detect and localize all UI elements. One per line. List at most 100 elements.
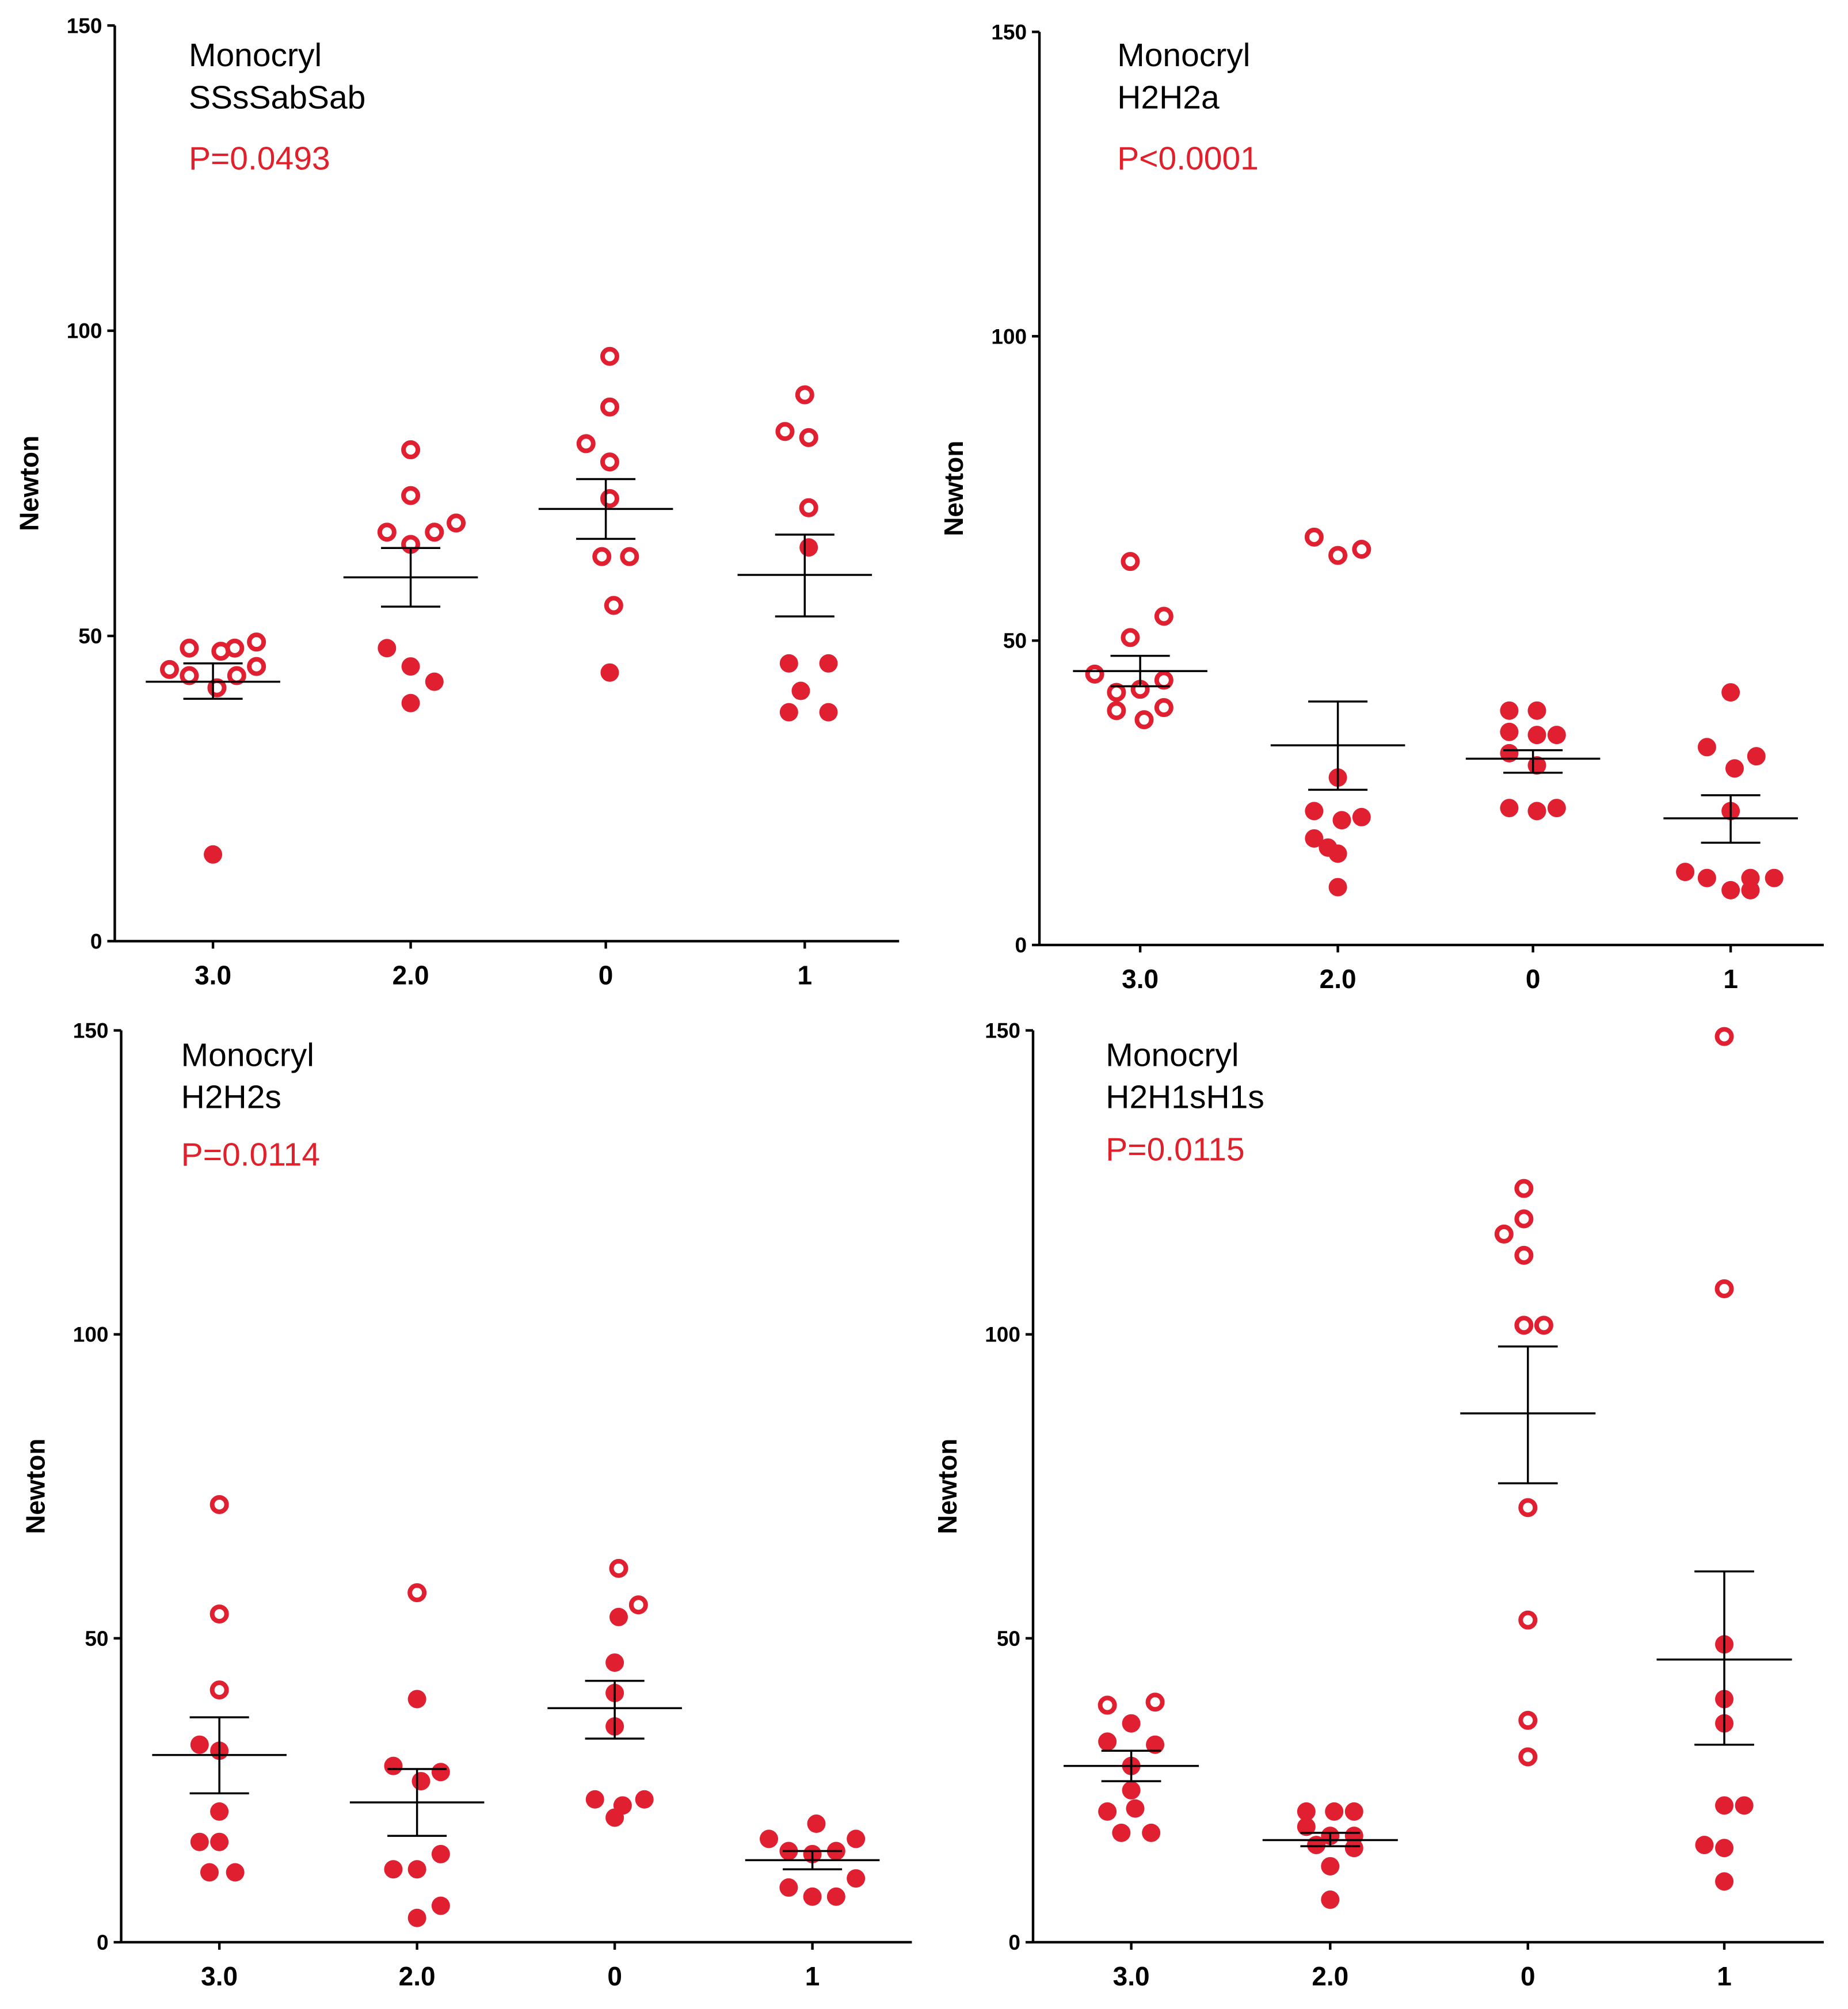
data-point-open [600, 397, 619, 417]
data-point-open [1514, 1179, 1534, 1198]
data-point-filled [431, 1763, 450, 1782]
data-point-open [576, 434, 596, 453]
group-0 [547, 1558, 682, 1827]
annotation-line: H2H2s [181, 1079, 281, 1116]
data-point-filled [1527, 802, 1546, 821]
data-point-open [207, 678, 227, 697]
data-point-open [1518, 1710, 1538, 1730]
data-point-filled [1527, 726, 1546, 745]
x-tick-label: 3.0 [201, 1961, 238, 1991]
data-point-filled [803, 1887, 822, 1906]
group-3.0 [1073, 552, 1207, 730]
x-tick-label: 1 [1723, 964, 1738, 994]
group-1 [1656, 1027, 1792, 1891]
x-tick-label: 1 [805, 1961, 820, 1991]
data-point-filled [1328, 878, 1347, 897]
chart-panel-1: 0 50 100 150 3.0 2.0 0 1 Newton Monocryl SSsSabSab… [14, 14, 900, 990]
y-tick-label: 0 [1015, 933, 1027, 957]
data-point-filled [411, 1772, 430, 1791]
data-point-open [775, 422, 795, 441]
y-tick-label: 100 [991, 325, 1027, 348]
data-point-filled [1715, 1839, 1734, 1858]
data-point-filled [635, 1790, 654, 1809]
data-point-open [799, 498, 818, 517]
data-point-open [1121, 552, 1140, 571]
data-point-open [1085, 664, 1104, 684]
data-point-filled [1697, 738, 1716, 757]
data-point-filled [791, 681, 810, 700]
y-tick-label: 50 [1003, 629, 1027, 653]
chart-panel-2: 0 50 100 150 3.0 2.0 0 1 Newton Monocryl H2H2a P<0.… [939, 20, 1824, 994]
x-tick-label: 0 [607, 1961, 622, 1991]
data-point-filled [807, 1814, 826, 1833]
data-point-open [1714, 1027, 1734, 1046]
data-point-filled [605, 1808, 624, 1827]
data-point-open [180, 666, 199, 685]
data-point-filled [1765, 868, 1784, 887]
y-tick-label: 50 [78, 624, 102, 648]
data-point-open [1328, 546, 1348, 565]
data-point-filled [1735, 1796, 1754, 1815]
group-3.0 [152, 1495, 287, 1882]
group-2.0 [343, 440, 478, 712]
data-point-open [1154, 670, 1173, 690]
data-point-filled [1547, 726, 1566, 745]
data-point-filled [190, 1832, 209, 1851]
data-point-filled [190, 1735, 209, 1754]
group-3.0 [1064, 1692, 1199, 1842]
x-tick-label: 0 [1521, 1961, 1535, 1991]
data-point-filled [407, 1908, 426, 1927]
p-value: P<0.0001 [1117, 140, 1259, 177]
data-point-filled [407, 1690, 426, 1709]
data-point-filled [760, 1829, 779, 1848]
data-point-open [1304, 527, 1324, 547]
data-point-filled [600, 663, 619, 682]
data-point-open [1107, 683, 1126, 702]
y-tick-label: 150 [985, 1019, 1020, 1043]
data-point-filled [210, 1802, 229, 1821]
data-point-open [401, 486, 421, 505]
annotation-line: Monocryl [189, 37, 322, 74]
data-point-open [1514, 1209, 1534, 1229]
data-point-open [600, 489, 619, 508]
data-point-open [1534, 1316, 1553, 1335]
data-point-open [377, 523, 397, 542]
chart-panel-3: 0 50 100 150 3.0 2.0 0 1 Newton Monocryl H2H2s P=0.… [21, 1019, 912, 1991]
data-point-filled [425, 672, 444, 691]
data-point-open [609, 1558, 628, 1578]
data-point-filled [1344, 1839, 1363, 1858]
data-point-open [1134, 710, 1154, 730]
data-point-open [1514, 1245, 1534, 1265]
data-point-filled [1328, 844, 1347, 863]
data-point-open [799, 428, 818, 447]
group-0 [1460, 1179, 1596, 1767]
data-point-filled [1142, 1823, 1161, 1842]
group-2.0 [349, 1583, 485, 1927]
data-point-filled [1344, 1802, 1363, 1821]
y-axis-title: Newton [21, 1439, 51, 1534]
data-point-filled [779, 654, 798, 673]
data-point-open [447, 513, 466, 533]
data-point-filled [605, 1653, 624, 1672]
data-point-filled [210, 1832, 229, 1851]
data-point-open [407, 1583, 427, 1603]
data-point-open [1714, 1279, 1734, 1298]
data-point-filled [1721, 880, 1740, 899]
data-point-filled [1297, 1802, 1316, 1821]
annotation-line: H2H1sH1s [1106, 1079, 1264, 1116]
data-point-open [1518, 1498, 1538, 1518]
data-point-filled [1721, 683, 1740, 702]
y-axis-title: Newton [932, 1439, 962, 1534]
x-tick-label: 2.0 [1320, 964, 1357, 994]
data-point-open [401, 440, 421, 460]
data-point-filled [1676, 863, 1695, 882]
data-point-filled [847, 1829, 866, 1848]
data-point-open [1098, 1695, 1117, 1715]
data-point-filled [1500, 799, 1519, 818]
data-point-filled [819, 703, 838, 722]
group-1 [745, 1814, 880, 1906]
data-point-filled [1126, 1799, 1145, 1818]
x-tick-label: 1 [798, 960, 813, 990]
data-point-filled [200, 1863, 219, 1882]
